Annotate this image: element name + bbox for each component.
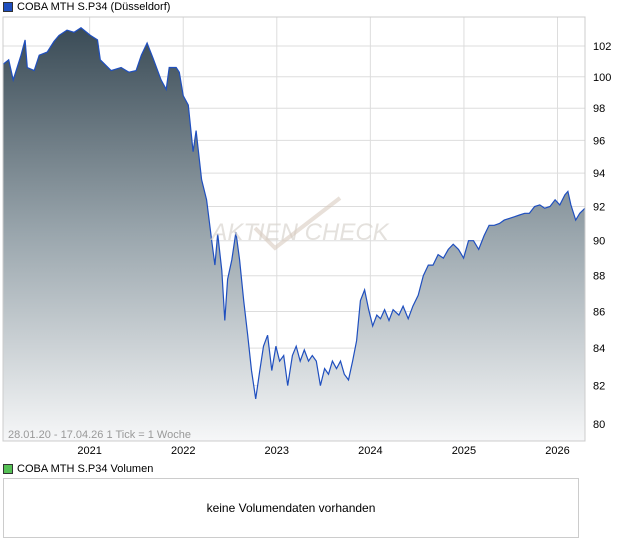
x-tick-label: 2022: [171, 445, 195, 457]
y-tick-label: 100: [593, 72, 611, 84]
chart-info-text: 28.01.20 - 17.04.26 1 Tick = 1 Woche: [8, 429, 191, 441]
y-tick-label: 90: [593, 236, 605, 248]
volume-panel: keine Volumendaten vorhanden: [3, 478, 579, 538]
volume-empty-message: keine Volumendaten vorhanden: [206, 501, 376, 515]
y-tick-label: 94: [593, 168, 605, 180]
x-tick-label: 2023: [265, 445, 289, 457]
watermark-check-icon: [253, 196, 342, 251]
y-tick-label: 102: [593, 41, 611, 53]
watermark-logo: AKTIEN CHECK: [209, 219, 389, 246]
y-tick-label: 88: [593, 271, 605, 283]
x-tick-label: 2026: [545, 445, 569, 457]
x-tick-label: 2021: [77, 445, 101, 457]
price-legend-label: COBA MTH S.P34 (Düsseldorf): [17, 1, 171, 13]
y-tick-label: 84: [593, 343, 605, 355]
y-tick-label: 92: [593, 202, 605, 214]
volume-legend: COBA MTH S.P34 Volumen: [3, 462, 153, 476]
volume-legend-swatch: [3, 464, 13, 474]
price-legend: COBA MTH S.P34 (Düsseldorf): [3, 0, 170, 14]
y-tick-label: 82: [593, 381, 605, 393]
y-tick-label: 80: [593, 419, 605, 431]
price-line: [2, 27, 586, 399]
y-tick-label: 86: [593, 306, 605, 318]
volume-legend-label: COBA MTH S.P34 Volumen: [17, 463, 154, 475]
x-tick-label: 2024: [358, 445, 382, 457]
price-legend-swatch: [3, 2, 13, 12]
x-tick-label: 2025: [452, 445, 476, 457]
y-tick-label: 96: [593, 135, 605, 147]
price-chart: 80 82 84 86 88 90 92 94 96 98 100 102 2021 2022 2023 20…: [2, 16, 611, 457]
plot-frame: [2, 16, 586, 442]
price-area: [3, 27, 585, 442]
y-tick-label: 98: [593, 103, 605, 115]
